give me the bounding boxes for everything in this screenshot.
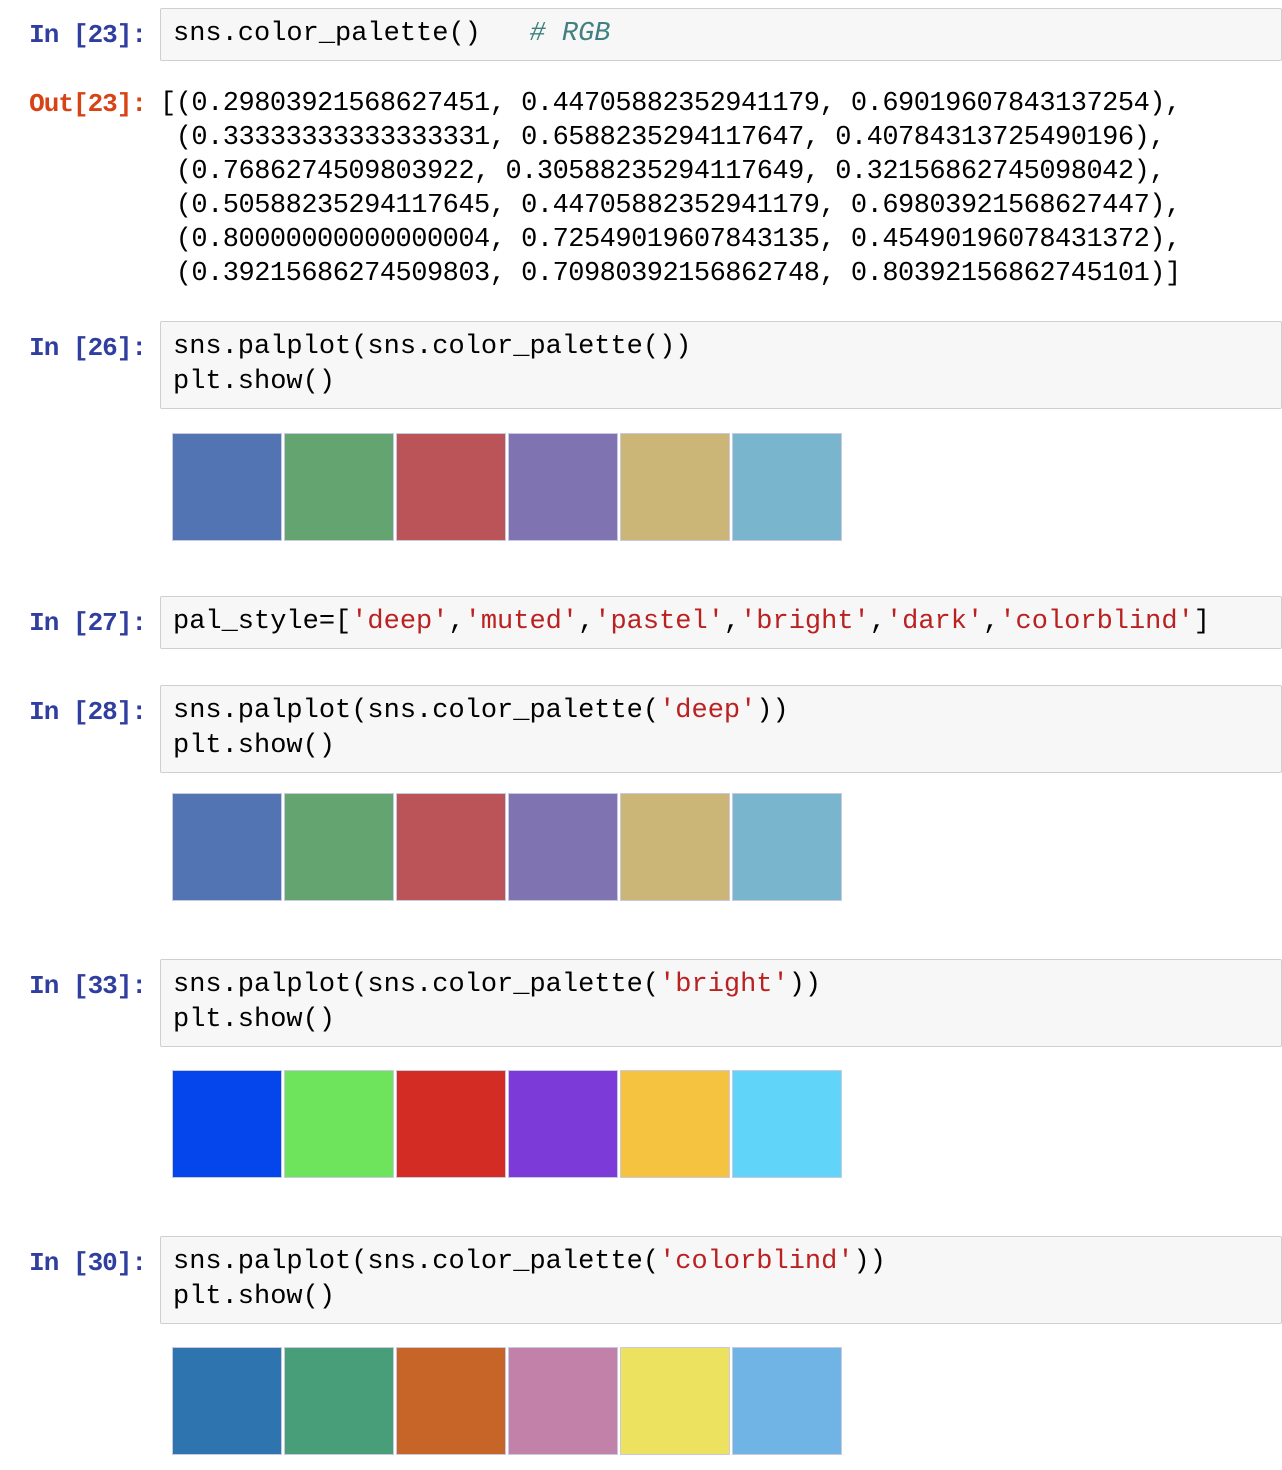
code-token-plain: )) [788,970,822,1000]
cell-input-26: In [26]: sns.palplot(sns.color_palette()… [0,321,1282,409]
palette-swatch [172,433,282,541]
input-prompt: In [28]: [29,697,147,727]
code-token-string: 'deep' [659,696,757,726]
code-token-comment: # RGB [529,19,611,49]
code-editor-27[interactable]: pal_style=['deep','muted','pastel','brig… [160,596,1282,649]
code-editor-30[interactable]: sns.palplot(sns.color_palette('colorblin… [160,1236,1282,1324]
code-token-plain: sns.palplot(sns.color_palette( [173,1247,660,1277]
palette-image-default [172,433,1282,541]
code-line: plt.show() [173,729,1269,764]
code-line: sns.palplot(sns.color_palette()) [173,330,1269,365]
input-prompt: In [33]: [29,971,147,1001]
code-line: sns.color_palette() # RGB [173,17,1269,52]
palette-swatch [396,433,506,541]
palette-swatch [284,793,394,901]
output-prompt: Out[23]: [29,89,147,119]
code-token-plain: )) [756,696,789,726]
output-text-rgb-tuples: [(0.29803921568627451, 0.447058823529411… [160,89,1181,289]
notebook: In [23]: sns.color_palette() # RGB Out[2… [0,8,1282,1455]
code-line: sns.palplot(sns.color_palette('deep')) [173,694,1269,729]
code-token-plain: plt.show() [173,367,336,397]
code-token-plain: )) [853,1247,886,1277]
code-token-plain: , [869,607,886,637]
code-line: plt.show() [173,1003,1269,1038]
palette-swatch [396,793,506,901]
palette-swatch [732,1347,842,1455]
cell-output-28-palette [0,793,1282,901]
code-editor-26[interactable]: sns.palplot(sns.color_palette()) plt.show… [160,321,1282,409]
palette-swatch [732,793,842,901]
cell-output-26-palette [0,433,1282,541]
palette-image-colorblind [172,1347,1282,1455]
cell-output-30-palette [0,1347,1282,1455]
cell-input-33: In [33]: sns.palplot(sns.color_palette('… [0,959,1282,1047]
code-line: plt.show() [173,1280,1269,1315]
palette-swatch [620,793,730,901]
code-token-plain: plt.show() [173,731,336,761]
cell-output-23: Out[23]: [(0.29803921568627451, 0.447058… [0,87,1282,291]
code-editor-23[interactable]: sns.color_palette() # RGB [160,8,1282,61]
cell-input-30: In [30]: sns.palplot(sns.color_palette('… [0,1236,1282,1324]
code-token-plain: , [723,607,741,637]
palette-swatch [508,1070,618,1178]
palette-swatch [284,1070,394,1178]
palette-swatch [620,1347,730,1455]
cell-input-27: In [27]: pal_style=['deep','muted','past… [0,596,1282,649]
palette-image-deep [172,793,1282,901]
code-token-string: 'colorblind' [659,1247,854,1277]
palette-swatch [284,1347,394,1455]
code-token-string: 'pastel' [594,607,724,637]
palette-swatch [732,1070,842,1178]
input-prompt: In [27]: [29,608,147,638]
code-token-plain: sns.palplot(sns.color_palette()) [173,332,692,362]
code-token-plain: plt.show() [173,1005,336,1035]
palette-swatch [396,1070,506,1178]
code-line: plt.show() [173,365,1269,400]
code-line: sns.palplot(sns.color_palette('bright')) [173,968,1269,1003]
code-token-string: 'bright' [659,970,789,1000]
code-token-plain: , [448,607,465,637]
palette-swatch [620,433,730,541]
palette-swatch [172,1347,282,1455]
input-prompt: In [30]: [29,1248,147,1278]
palette-swatch [620,1070,730,1178]
palette-swatch [508,433,618,541]
cell-input-28: In [28]: sns.palplot(sns.color_palette('… [0,685,1282,773]
palette-image-bright [172,1070,1282,1178]
input-prompt: In [26]: [29,333,147,363]
palette-swatch [732,433,842,541]
code-token-plain: plt.show() [173,1282,336,1312]
cell-input-23: In [23]: sns.color_palette() # RGB [0,8,1282,61]
code-token-plain: sns.color_palette() [173,19,530,49]
palette-swatch [284,433,394,541]
input-prompt: In [23]: [29,20,147,50]
code-line: sns.palplot(sns.color_palette('colorblin… [173,1245,1269,1280]
code-token-plain: , [983,607,1000,637]
code-token-string: 'deep' [351,607,449,637]
code-token-string: 'dark' [885,607,984,637]
code-token-string: 'bright' [740,607,870,637]
code-token-plain: ] [1193,607,1210,637]
palette-swatch [396,1347,506,1455]
code-token-string: 'colorblind' [999,607,1194,637]
code-token-plain: sns.palplot(sns.color_palette( [173,696,660,726]
code-token-string: 'muted' [464,607,579,637]
palette-swatch [508,793,618,901]
palette-swatch [172,793,282,901]
cell-output-33-palette [0,1070,1282,1178]
palette-swatch [172,1070,282,1178]
code-line: pal_style=['deep','muted','pastel','brig… [173,605,1269,640]
code-token-plain: sns.palplot(sns.color_palette( [173,970,660,1000]
code-token-plain: pal_style=[ [173,607,352,637]
palette-swatch [508,1347,618,1455]
code-editor-28[interactable]: sns.palplot(sns.color_palette('deep')) pl… [160,685,1282,773]
code-editor-33[interactable]: sns.palplot(sns.color_palette('bright'))… [160,959,1282,1047]
code-token-plain: , [578,607,595,637]
